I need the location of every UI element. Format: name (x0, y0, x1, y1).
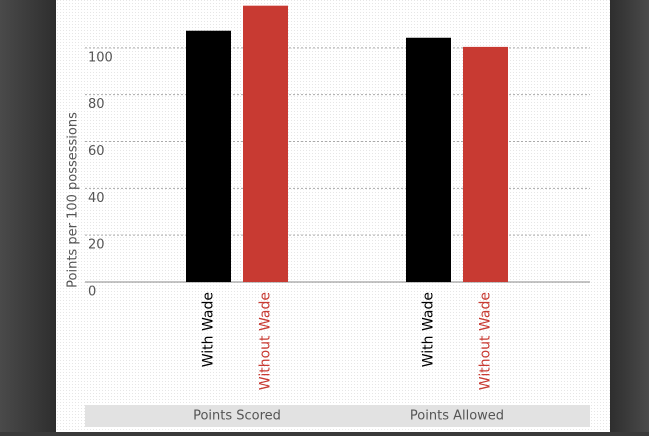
y-axis-label: Points per 100 possessions (66, 112, 81, 288)
series-label: With Wade (421, 292, 437, 367)
series-label: Without Wade (478, 292, 494, 390)
bar (243, 5, 288, 283)
y-tick-label: 60 (88, 144, 105, 159)
x-tick-label: Points Scored (193, 409, 281, 424)
x-tick-label: Points Allowed (410, 409, 504, 424)
y-tick-label: 80 (88, 97, 105, 112)
side-panel (0, 0, 56, 432)
bar (186, 30, 231, 282)
group-label-band (85, 405, 590, 427)
y-tick-label: 0 (88, 285, 96, 300)
series-label: With Wade (201, 292, 217, 367)
side-panel (610, 0, 649, 432)
y-tick-label: 20 (88, 238, 105, 253)
series-label: Without Wade (258, 292, 274, 390)
bar (463, 46, 508, 282)
y-tick-label: 100 (88, 50, 113, 65)
bar (406, 37, 451, 283)
plot-background (56, 0, 610, 432)
y-tick-label: 40 (88, 191, 105, 206)
